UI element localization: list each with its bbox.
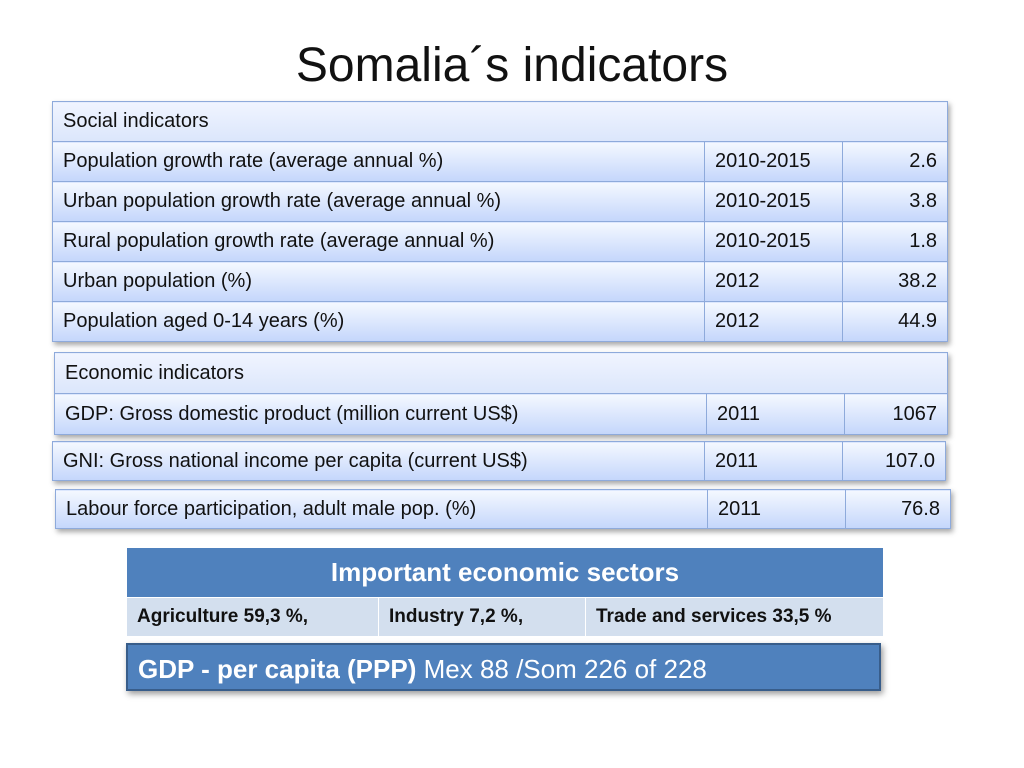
row-value: 38.2 <box>841 261 949 302</box>
table-header-row: Social indicators <box>51 101 949 142</box>
table-row: Agriculture 59,3 %, Industry 7,2 %, Trad… <box>126 597 885 637</box>
table-row: Labour force participation, adult male p… <box>55 489 951 529</box>
sector-industry: Industry 7,2 %, <box>378 597 586 637</box>
row-value: 1067 <box>844 393 948 435</box>
row-label: GNI: Gross national income per capita (c… <box>52 441 705 481</box>
row-period: 2010-2015 <box>704 181 843 222</box>
row-value: 76.8 <box>845 489 951 529</box>
page-title: Somalia´s indicators <box>295 39 729 92</box>
sector-agriculture: Agriculture 59,3 %, <box>126 597 379 637</box>
row-period: 2012 <box>704 261 843 302</box>
row-value: 1.8 <box>841 221 949 262</box>
row-label: Population aged 0-14 years (%) <box>52 301 705 342</box>
row-period: 2011 <box>704 441 843 481</box>
labour-table: Labour force participation, adult male p… <box>55 489 951 529</box>
row-value: 3.8 <box>841 181 949 222</box>
sector-trade: Trade and services 33,5 % <box>584 597 885 637</box>
row-label: GDP: Gross domestic product (million cur… <box>54 393 707 435</box>
row-label: Urban population (%) <box>52 261 705 302</box>
economic-indicators-table: Economic indicators GDP: Gross domestic … <box>54 352 948 435</box>
row-label: Labour force participation, adult male p… <box>55 489 708 529</box>
table-row: GNI: Gross national income per capita (c… <box>52 441 946 481</box>
gdp-ppp-value: Mex 88 /Som 226 of 228 <box>416 654 707 684</box>
social-indicators-table: Social indicators Population growth rate… <box>51 101 949 342</box>
economic-sectors-table: Important economic sectors Agriculture 5… <box>125 547 885 637</box>
row-period: 2011 <box>706 393 845 435</box>
table-row: Urban population growth rate (average an… <box>52 181 949 222</box>
sectors-header: Important economic sectors <box>125 547 885 598</box>
gdp-ppp-box: GDP - per capita (PPP) Mex 88 /Som 226 o… <box>126 643 881 691</box>
table-row: Urban population (%) 2012 38.2 <box>52 261 949 302</box>
row-label: Rural population growth rate (average an… <box>52 221 705 262</box>
row-label: Urban population growth rate (average an… <box>52 181 705 222</box>
row-label: Population growth rate (average annual %… <box>52 141 705 182</box>
row-value: 44.9 <box>841 301 949 342</box>
social-indicators-header: Social indicators <box>51 101 949 142</box>
gni-table: GNI: Gross national income per capita (c… <box>52 441 946 481</box>
economic-indicators-header: Economic indicators <box>54 352 948 394</box>
row-period: 2010-2015 <box>704 221 843 262</box>
table-row: GDP: Gross domestic product (million cur… <box>54 393 948 435</box>
table-row: Rural population growth rate (average an… <box>52 221 949 262</box>
row-value: 107.0 <box>842 441 946 481</box>
row-period: 2012 <box>704 301 843 342</box>
gdp-ppp-label: GDP - per capita (PPP) <box>138 654 417 684</box>
row-period: 2011 <box>707 489 846 529</box>
sectors-header-row: Important economic sectors <box>125 547 885 598</box>
table-row: Population aged 0-14 years (%) 2012 44.9 <box>52 301 949 342</box>
table-row: Population growth rate (average annual %… <box>52 141 949 182</box>
row-period: 2010-2015 <box>704 141 843 182</box>
table-header-row: Economic indicators <box>54 352 948 394</box>
row-value: 2.6 <box>841 141 949 182</box>
